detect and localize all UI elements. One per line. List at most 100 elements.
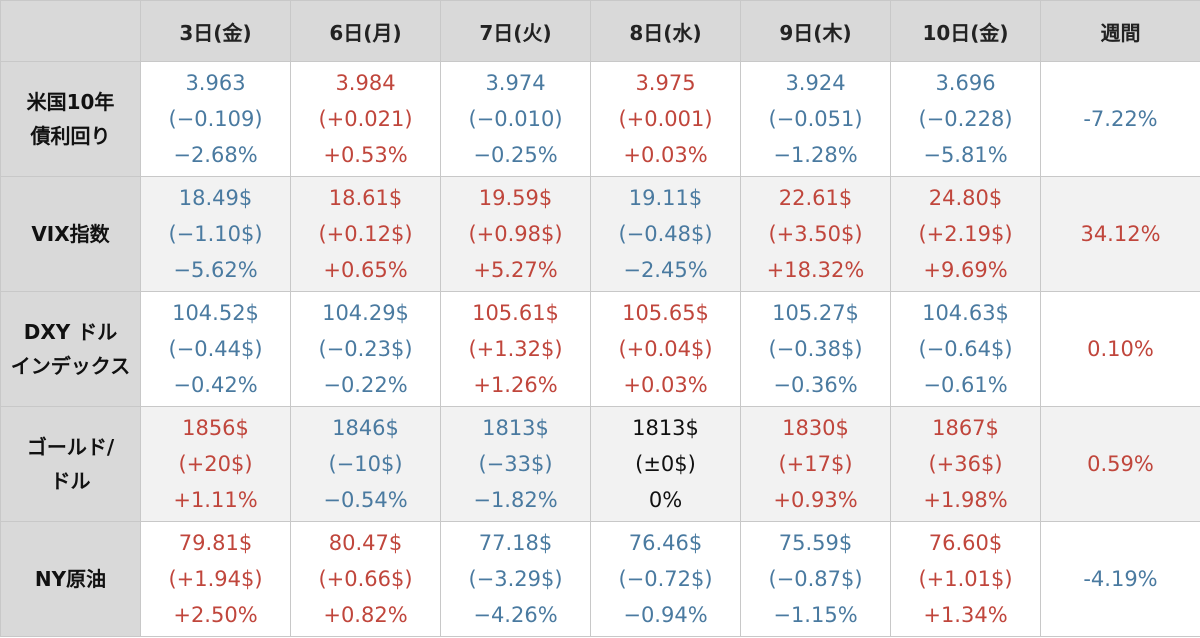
cell-change: (−0.109) <box>168 107 263 131</box>
cell-price: 80.47$ <box>328 531 403 555</box>
header-day: 8日(水) <box>590 0 741 62</box>
cell-change: (−33$) <box>478 452 553 476</box>
cell-change: (−0.48$) <box>618 222 713 246</box>
cell-pct: +1.26% <box>473 373 558 397</box>
header-day: 10日(金) <box>890 0 1041 62</box>
cell-change: (−0.44$) <box>168 337 263 361</box>
cell-price: 19.59$ <box>478 186 553 210</box>
row-label-line: 債利回り <box>30 124 111 148</box>
cell-pct: −0.94% <box>623 603 708 627</box>
value-cell: 3.963 (−0.109) −2.68% <box>140 61 291 177</box>
cell-pct: −1.28% <box>773 143 858 167</box>
week-change-cell: 34.12% <box>1040 176 1200 292</box>
cell-price: 77.18$ <box>478 531 553 555</box>
header-day: 9日(木) <box>740 0 891 62</box>
value-cell: 75.59$ (−0.87$) −1.15% <box>740 521 891 637</box>
cell-price: 104.63$ <box>922 301 1009 325</box>
cell-change: (±0$) <box>635 452 696 476</box>
cell-pct: +0.53% <box>323 143 408 167</box>
header-day: 3日(金) <box>140 0 291 62</box>
cell-price: 1867$ <box>932 416 999 440</box>
header-row: 3日(金) 6日(月) 7日(火) 8日(水) 9日(木) 10日(金) 週間 <box>0 0 1200 62</box>
cell-change: (−0.228) <box>918 107 1013 131</box>
cell-pct: −1.15% <box>773 603 858 627</box>
value-cell: 77.18$ (−3.29$) −4.26% <box>440 521 591 637</box>
value-cell: 3.924 (−0.051) −1.28% <box>740 61 891 177</box>
cell-pct: +2.50% <box>173 603 258 627</box>
cell-pct: +1.11% <box>173 488 258 512</box>
header-day: 6日(月) <box>290 0 441 62</box>
table-row: DXY ドル インデックス 104.52$ (−0.44$) −0.42% 104.29$… <box>0 291 1200 407</box>
week-change-cell: -7.22% <box>1040 61 1200 177</box>
value-cell: 104.63$ (−0.64$) −0.61% <box>890 291 1041 407</box>
table-row: ゴールド/ドル 1856$ (+20$) +1.11% 1846$ (−10$) −0.54… <box>0 406 1200 522</box>
value-cell: 19.59$ (+0.98$) +5.27% <box>440 176 591 292</box>
value-cell: 18.61$ (+0.12$) +0.65% <box>290 176 441 292</box>
cell-change: (−3.29$) <box>468 567 563 591</box>
value-cell: 1813$ (−33$) −1.82% <box>440 406 591 522</box>
cell-pct: +1.98% <box>923 488 1008 512</box>
cell-price: 75.59$ <box>778 531 853 555</box>
cell-pct: −2.45% <box>623 258 708 282</box>
cell-price: 3.975 <box>635 71 696 95</box>
value-cell: 80.47$ (+0.66$) +0.82% <box>290 521 441 637</box>
cell-change: (+3.50$) <box>768 222 863 246</box>
row-label-line: DXY ドル <box>23 320 118 344</box>
cell-change: (−0.051) <box>768 107 863 131</box>
cell-pct: +0.82% <box>323 603 408 627</box>
cell-change: (−1.10$) <box>168 222 263 246</box>
cell-pct: +1.34% <box>923 603 1008 627</box>
row-label-line: 米国10年 <box>26 90 115 114</box>
cell-pct: −4.26% <box>473 603 558 627</box>
value-cell: 76.46$ (−0.72$) −0.94% <box>590 521 741 637</box>
row-label-line: インデックス <box>10 354 131 378</box>
cell-price: 105.27$ <box>772 301 859 325</box>
row-label: 米国10年債利回り <box>0 61 141 177</box>
cell-pct: −0.54% <box>323 488 408 512</box>
cell-price: 1813$ <box>632 416 699 440</box>
row-label: NY原油 <box>0 521 141 637</box>
cell-price: 3.924 <box>785 71 846 95</box>
cell-change: (+2.19$) <box>918 222 1013 246</box>
week-change-cell: 0.59% <box>1040 406 1200 522</box>
cell-price: 105.65$ <box>622 301 709 325</box>
value-cell: 105.65$ (+0.04$) +0.03% <box>590 291 741 407</box>
cell-change: (+0.04$) <box>618 337 713 361</box>
cell-price: 22.61$ <box>778 186 853 210</box>
cell-pct: −0.25% <box>473 143 558 167</box>
cell-change: (+0.001) <box>618 107 713 131</box>
cell-price: 104.52$ <box>172 301 259 325</box>
cell-change: (+0.98$) <box>468 222 563 246</box>
header-corner <box>0 0 141 62</box>
cell-pct: +0.93% <box>773 488 858 512</box>
cell-pct: +9.69% <box>923 258 1008 282</box>
cell-pct: −5.81% <box>923 143 1008 167</box>
value-cell: 19.11$ (−0.48$) −2.45% <box>590 176 741 292</box>
cell-pct: +0.65% <box>323 258 408 282</box>
cell-price: 79.81$ <box>178 531 253 555</box>
week-change-cell: 0.10% <box>1040 291 1200 407</box>
value-cell: 3.975 (+0.001) +0.03% <box>590 61 741 177</box>
cell-pct: −1.82% <box>473 488 558 512</box>
row-label: ゴールド/ドル <box>0 406 141 522</box>
header-day: 7日(火) <box>440 0 591 62</box>
cell-change: (+36$) <box>928 452 1003 476</box>
cell-price: 1846$ <box>332 416 399 440</box>
value-cell: 1813$ (±0$) 0% <box>590 406 741 522</box>
value-cell: 1867$ (+36$) +1.98% <box>890 406 1041 522</box>
cell-change: (+17$) <box>778 452 853 476</box>
cell-pct: −0.36% <box>773 373 858 397</box>
cell-change: (+1.01$) <box>918 567 1013 591</box>
cell-price: 105.61$ <box>472 301 559 325</box>
cell-price: 1830$ <box>782 416 849 440</box>
value-cell: 104.29$ (−0.23$) −0.22% <box>290 291 441 407</box>
value-cell: 24.80$ (+2.19$) +9.69% <box>890 176 1041 292</box>
value-cell: 3.696 (−0.228) −5.81% <box>890 61 1041 177</box>
cell-pct: −5.62% <box>173 258 258 282</box>
row-label-line: VIX指数 <box>31 222 110 246</box>
cell-pct: +0.03% <box>623 373 708 397</box>
value-cell: 1846$ (−10$) −0.54% <box>290 406 441 522</box>
header-week: 週間 <box>1040 0 1200 62</box>
cell-change: (+0.66$) <box>318 567 413 591</box>
